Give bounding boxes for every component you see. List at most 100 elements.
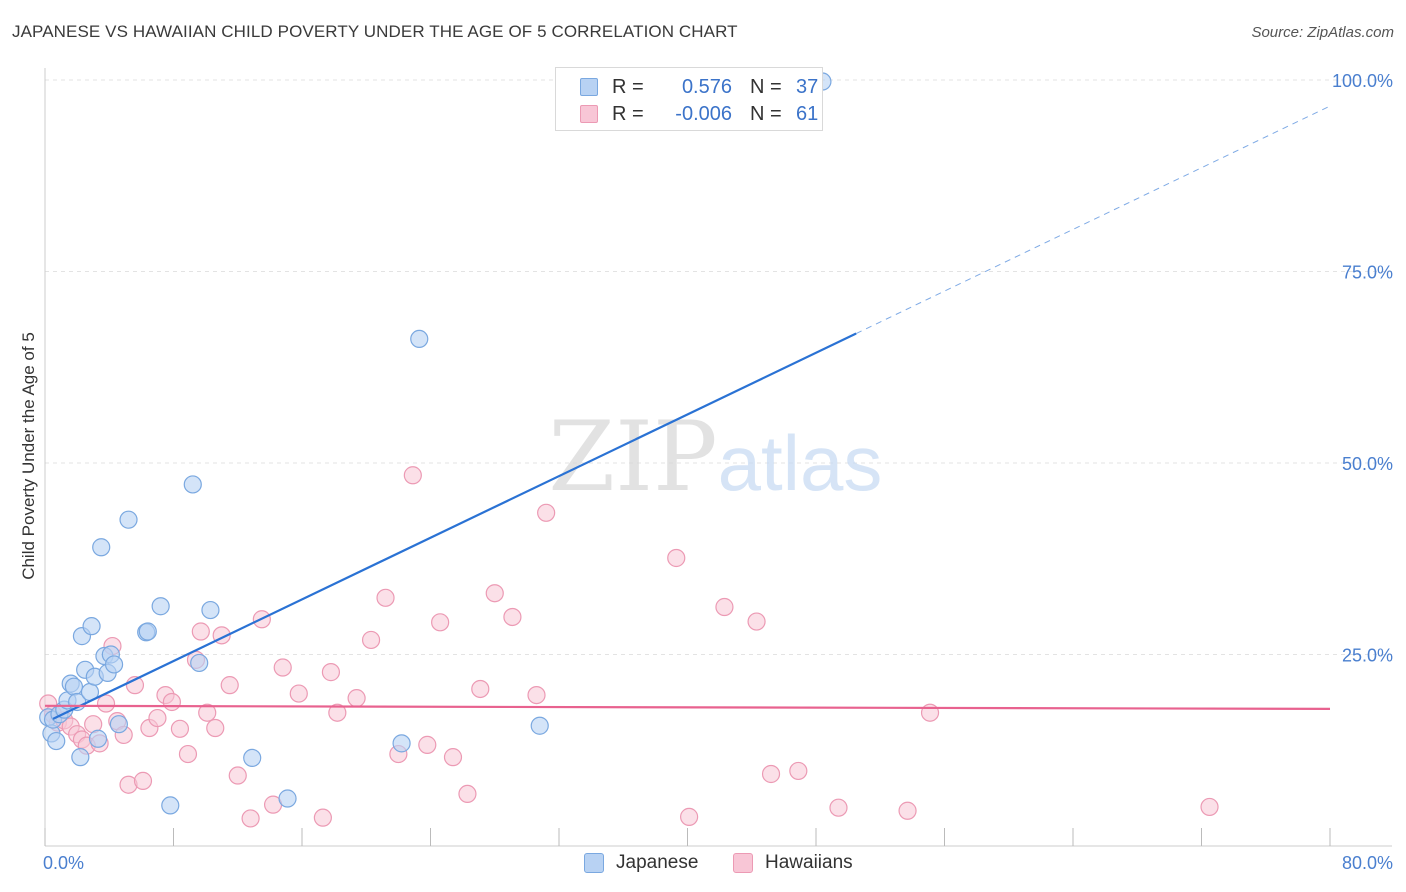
legend-n-label: N =: [750, 75, 782, 98]
japanese-trend-extension: [855, 105, 1331, 334]
legend-swatch-hawaiians: [733, 853, 753, 873]
hawaiian-point: [361, 630, 381, 650]
hawaiian-point: [920, 703, 940, 722]
x-tick-label: 0.0%: [43, 853, 84, 873]
hawaiian-point: [321, 663, 341, 682]
hawaiian-point: [443, 748, 463, 767]
japanese-point: [190, 653, 209, 673]
hawaiian-point: [241, 809, 260, 828]
hawaiian-point: [228, 766, 247, 785]
hawaiian-point: [347, 689, 366, 708]
hawaiian-point: [273, 658, 292, 677]
japanese-point: [161, 796, 180, 815]
japanese-trend-line: [52, 332, 857, 720]
y-axis-title: Child Poverty Under the Age of 5: [19, 332, 38, 580]
legend-swatch-japanese: [584, 853, 604, 873]
legend-item-japanese: Japanese: [584, 852, 698, 874]
trend-lines: [44, 105, 1331, 720]
watermark-zip: ZIP: [548, 401, 717, 513]
legend-swatch-hawaiians: [580, 105, 598, 123]
japanese-point: [243, 748, 262, 768]
stats-legend: R = 0.576 N = 37 R = -0.006 N = 61: [555, 67, 823, 131]
hawaiian-point: [170, 719, 190, 738]
hawaiian-point: [431, 613, 450, 632]
japanese-point: [71, 748, 90, 767]
legend-row-japanese: R = 0.576 N = 37: [580, 75, 818, 99]
hawaiian-point: [667, 548, 686, 568]
series-legend: Japanese Hawaiians: [0, 852, 1406, 878]
japanese-point: [183, 475, 202, 494]
japanese-point: [138, 622, 157, 641]
hawaiian-point: [829, 798, 848, 817]
japanese-point: [151, 597, 170, 616]
hawaiian-point: [328, 703, 347, 722]
legend-item-hawaiians: Hawaiians: [733, 852, 853, 874]
hawaiians-series: [39, 466, 1219, 828]
hawaiian-point: [527, 685, 546, 705]
hawaiian-point: [715, 597, 734, 617]
hawaiian-point: [761, 764, 781, 784]
japanese-point: [530, 716, 549, 735]
hawaiian-point: [376, 588, 395, 607]
japanese-point: [392, 734, 411, 753]
y-tick-label: 100.0%: [1332, 71, 1393, 91]
legend-r-value: 0.576: [681, 75, 732, 98]
hawaiian-point: [680, 807, 699, 826]
hawaiian-point: [789, 761, 808, 781]
japanese-point: [201, 600, 220, 620]
y-tick-label: 75.0%: [1342, 263, 1393, 283]
hawaiian-point: [148, 708, 167, 728]
japanese-point: [82, 617, 101, 636]
grid-lines: [45, 79, 1392, 655]
legend-label-japanese: Japanese: [616, 852, 699, 873]
y-tick-label: 50.0%: [1342, 454, 1393, 474]
hawaiian-point: [313, 808, 332, 827]
hawaiian-point: [747, 612, 766, 631]
japanese-point: [92, 538, 111, 557]
hawaiian-point: [537, 503, 556, 522]
japanese-point: [64, 677, 84, 696]
legend-n-value: 37: [796, 75, 819, 98]
legend-swatch-japanese: [580, 78, 598, 96]
japanese-point: [278, 789, 297, 808]
watermark: ZIP atlas: [548, 401, 882, 513]
legend-r-label: R =: [612, 102, 644, 125]
hawaiian-point: [471, 679, 490, 699]
legend-r-label: R =: [612, 75, 644, 98]
japanese-point: [47, 731, 66, 751]
hawaiian-point: [1200, 797, 1219, 817]
hawaiian-point: [191, 622, 210, 641]
legend-row-hawaiians: R = -0.006 N = 61: [580, 102, 818, 126]
hawaiian-point: [503, 607, 522, 627]
japanese-point: [88, 729, 108, 748]
source-label: Source: ZipAtlas.com: [1251, 24, 1394, 41]
japanese-point: [410, 329, 429, 349]
watermark-atlas: atlas: [718, 419, 883, 507]
japanese-series: [39, 72, 832, 815]
chart-title: JAPANESE VS HAWAIIAN CHILD POVERTY UNDER…: [12, 22, 738, 41]
legend-n-value: 61: [796, 102, 819, 125]
hawaiian-point: [485, 584, 504, 603]
hawaiian-point: [289, 684, 308, 703]
hawaiian-point: [206, 718, 225, 738]
hawaiian-point: [458, 784, 477, 804]
hawaiian-point: [178, 744, 198, 764]
hawaiian-point: [220, 676, 239, 695]
hawaiian-point: [418, 735, 437, 754]
x-tick-label: 80.0%: [1342, 853, 1393, 873]
hawaiian-trend-line: [44, 704, 1331, 710]
japanese-point: [119, 510, 138, 529]
hawaiian-point: [133, 771, 153, 790]
hawaiian-point: [198, 703, 217, 722]
legend-r-value: -0.006: [675, 102, 732, 125]
hawaiian-point: [403, 466, 422, 485]
hawaiian-point: [96, 694, 116, 713]
legend-n-label: N =: [750, 102, 782, 125]
tick-labels: 25.0% 50.0% 75.0% 100.0% 0.0% 80.0%: [43, 71, 1393, 873]
hawaiian-point: [162, 692, 181, 712]
y-tick-label: 25.0%: [1342, 646, 1393, 666]
hawaiian-point: [898, 801, 917, 820]
japanese-point: [104, 655, 124, 674]
japanese-point: [109, 715, 128, 734]
